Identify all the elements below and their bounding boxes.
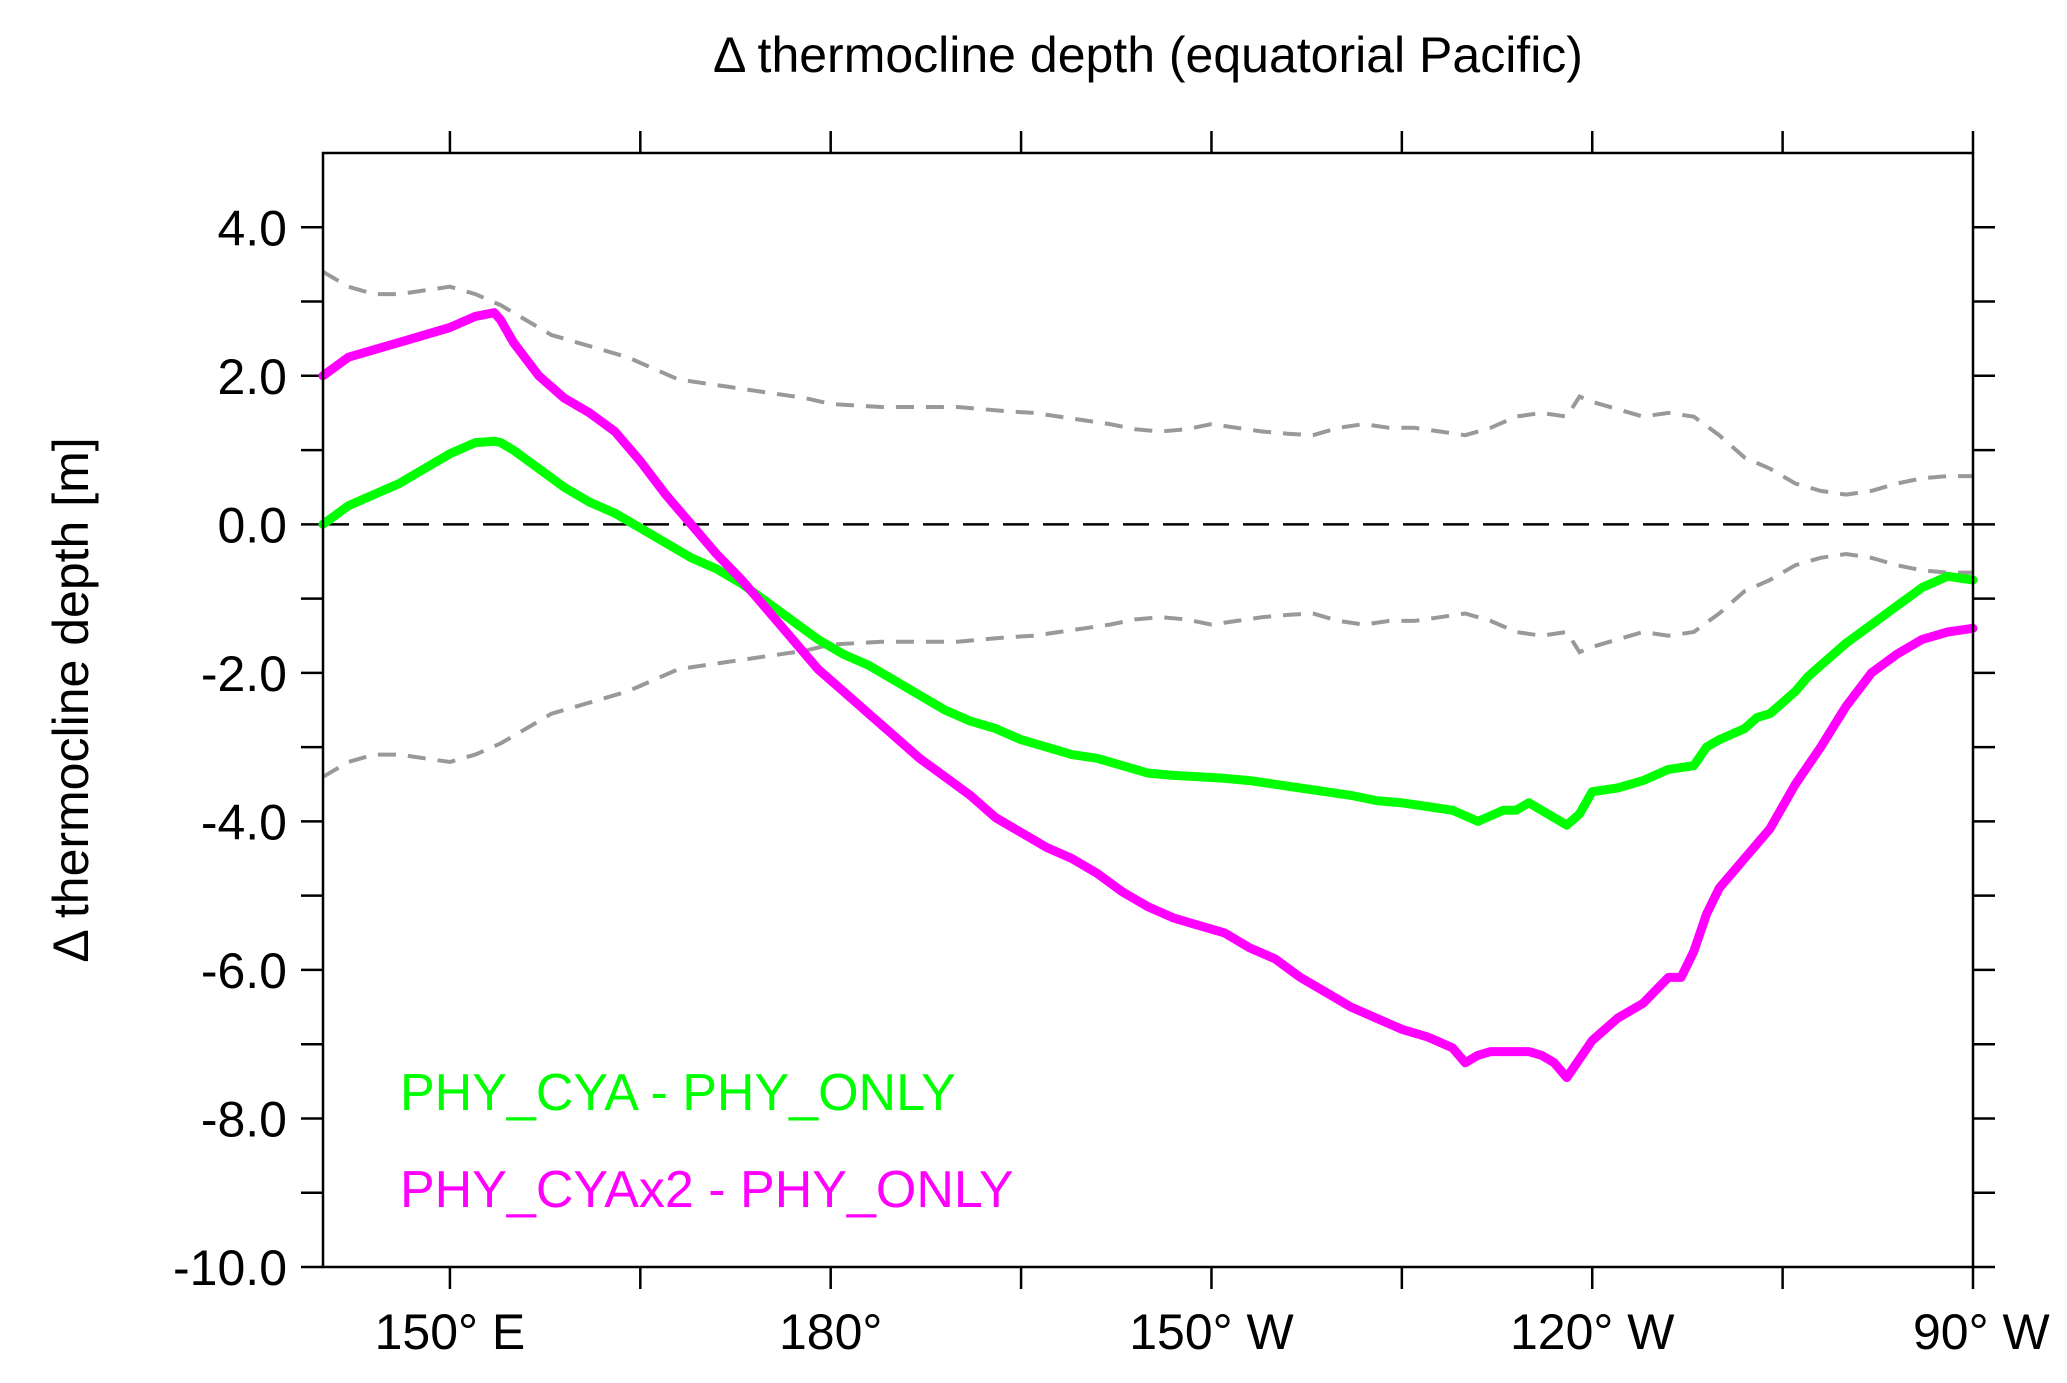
chart-title: Δ thermocline depth (equatorial Pacific) [713,27,1583,83]
plot-frame [321,151,1975,1269]
x-tick-label: 150° W [1129,1304,1294,1360]
y-tick-label: -2.0 [201,646,287,702]
y-tick-label: -8.0 [201,1091,287,1147]
y-tick-label: -4.0 [201,794,287,850]
envelope-upper-line [321,270,1973,497]
y-tick-label: -6.0 [201,943,287,999]
envelope-lower-line [321,551,1973,779]
x-tick-label: 120° W [1510,1304,1675,1360]
legend: PHY_CYA - PHY_ONLY PHY_CYAx2 - PHY_ONLY [400,1064,1014,1219]
y-tick-label: 0.0 [217,497,287,553]
x-tick-label: 180° [779,1304,882,1360]
y-tick-label: 4.0 [217,200,287,256]
y-axis-label: Δ thermocline depth [m] [43,437,99,962]
x-tick-label: 90° W [1913,1304,2051,1360]
tick-labels: 4.0 2.0 0.0 -2.0 -4.0 -6.0 -8.0 -10.0 150° E 180°… [173,200,2050,1360]
y-tick-label: 2.0 [217,349,287,405]
significance-envelope [321,270,1973,779]
axis-ticks [301,131,1995,1289]
legend-label-phy-cyax2: PHY_CYAx2 - PHY_ONLY [400,1161,1014,1219]
data-series [318,308,1978,1083]
x-tick-label: 150° E [375,1304,526,1360]
series-phy-cyax2-line [318,308,1978,1083]
y-tick-label: -10.0 [173,1240,287,1296]
series-phy-cya-line [318,436,1978,830]
legend-label-phy-cya: PHY_CYA - PHY_ONLY [400,1064,956,1122]
